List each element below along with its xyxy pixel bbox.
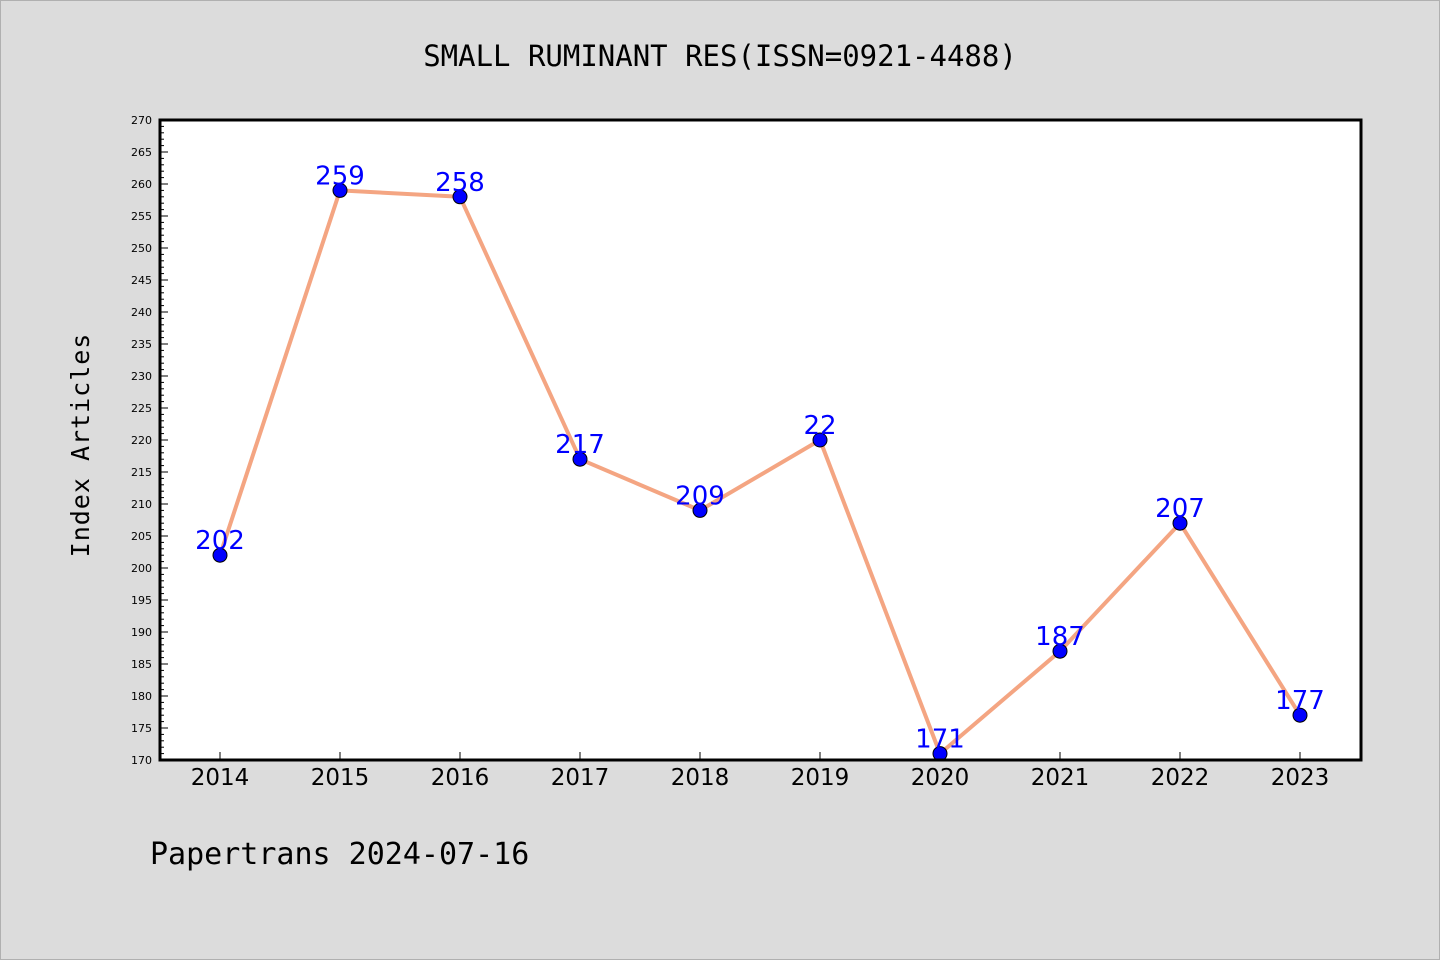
y-tick-label: 205 — [131, 530, 152, 543]
x-tick-label: 2023 — [1271, 765, 1330, 791]
footer-text: Papertrans 2024-07-16 — [150, 837, 529, 872]
data-point — [452, 189, 468, 205]
data-point — [1052, 643, 1068, 659]
y-tick-label: 260 — [131, 178, 152, 191]
y-axis-ticks: 170 175 180 185 190 195 200 205 210 215 220 225 230 2… — [131, 114, 168, 767]
y-tick-label: 190 — [131, 626, 152, 639]
data-point — [692, 502, 708, 518]
y-tick-label: 225 — [131, 402, 152, 415]
data-point — [572, 451, 588, 467]
y-tick-label: 170 — [131, 754, 152, 767]
x-tick-label: 2014 — [191, 765, 250, 791]
data-label: 209 — [675, 481, 725, 511]
y-tick-label: 250 — [131, 242, 152, 255]
y-axis-label: Index Articles — [66, 333, 95, 558]
y-tick-label: 270 — [131, 114, 152, 127]
x-tick-label: 2019 — [791, 765, 850, 791]
x-tick-label: 2015 — [311, 765, 370, 791]
data-label: 22 — [803, 411, 836, 441]
data-label: 171 — [915, 725, 965, 755]
data-point — [332, 182, 348, 198]
data-label: 217 — [555, 430, 605, 460]
y-tick-label: 235 — [131, 338, 152, 351]
data-label: 187 — [1035, 622, 1085, 652]
data-point — [812, 432, 828, 448]
data-label: 202 — [195, 526, 245, 556]
series-line-group — [218, 188, 1302, 756]
data-point — [1172, 515, 1188, 531]
data-label: 259 — [315, 161, 365, 191]
x-tick-label: 2021 — [1031, 765, 1090, 791]
x-tick-label: 2018 — [671, 765, 730, 791]
data-point — [212, 547, 228, 563]
y-tick-label: 195 — [131, 594, 152, 607]
plot-area — [160, 120, 1361, 760]
data-point — [1292, 707, 1308, 723]
y-tick-label: 255 — [131, 210, 152, 223]
x-tick-label: 2017 — [551, 765, 610, 791]
x-tick-label: 2022 — [1151, 765, 1210, 791]
plot-border — [158, 118, 1363, 762]
y-tick-label: 245 — [131, 274, 152, 287]
y-tick-label: 180 — [131, 690, 152, 703]
y-tick-label: 175 — [131, 722, 152, 735]
y-tick-label: 215 — [131, 466, 152, 479]
data-label: 177 — [1275, 686, 1325, 716]
y-tick-label: 200 — [131, 562, 152, 575]
y-tick-label: 185 — [131, 658, 152, 671]
data-label: 258 — [435, 168, 485, 198]
y-tick-label: 210 — [131, 498, 152, 511]
data-label: 207 — [1155, 494, 1205, 524]
chart-title: SMALL RUMINANT RES(ISSN=0921-4488) — [423, 39, 1017, 73]
x-tick-label: 2016 — [431, 765, 490, 791]
y-tick-label: 220 — [131, 434, 152, 447]
data-labels: 202 259 258 217 209 22 171 187 207 177 — [195, 161, 1325, 754]
y-tick-label: 230 — [131, 370, 152, 383]
y-tick-label: 240 — [131, 306, 152, 319]
x-tick-label: 2020 — [911, 765, 970, 791]
series-line — [218, 188, 1302, 756]
data-markers — [212, 182, 1308, 762]
y-tick-label: 265 — [131, 146, 152, 159]
x-axis-ticks: 2014 2015 2016 2017 2018 2019 2020 2021 2022 2023 — [191, 752, 1330, 791]
